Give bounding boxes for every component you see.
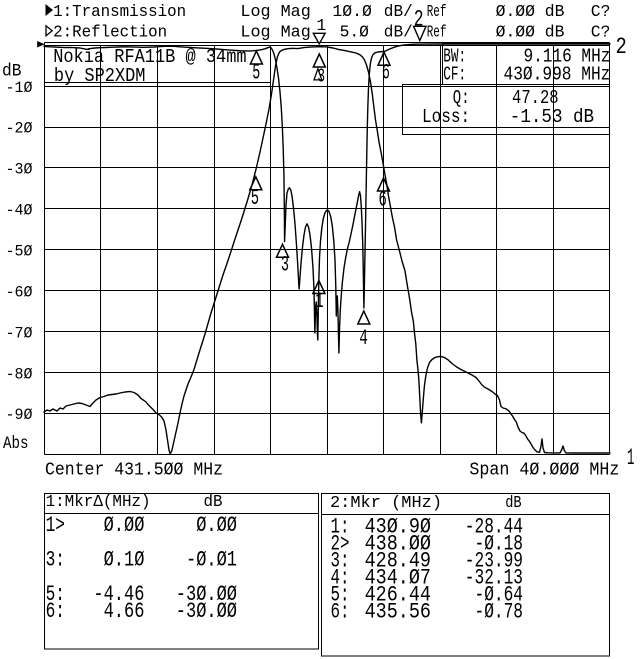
svg-text:Ø.ØØ: Ø.ØØ (496, 24, 535, 43)
svg-text:Ref: Ref (427, 24, 447, 43)
svg-text:dB/: dB/ (384, 3, 413, 22)
svg-text:438.ØØ: 438.ØØ (365, 532, 431, 557)
svg-text:dB: dB (505, 494, 521, 513)
svg-text:-Ø.64: -Ø.64 (475, 583, 524, 608)
svg-text:-6Ø: -6Ø (6, 283, 33, 301)
svg-text:Ø.ØØ: Ø.ØØ (104, 513, 145, 538)
svg-text:dB: dB (204, 493, 223, 512)
svg-text:4: 4 (359, 326, 368, 351)
svg-text:9.116 MHz: 9.116 MHz (524, 45, 611, 67)
svg-text:2:Mkr (MHz): 2:Mkr (MHz) (330, 494, 442, 513)
svg-text:-3Ø.ØØ: -3Ø.ØØ (176, 582, 237, 607)
svg-text:1: 1 (316, 16, 326, 35)
svg-text:47.28: 47.28 (512, 87, 559, 109)
svg-text:Q:: Q: (453, 87, 470, 109)
svg-text:-9Ø: -9Ø (6, 406, 33, 424)
svg-text:Center 431.5ØØ MHz: Center 431.5ØØ MHz (45, 459, 223, 480)
svg-text:-Ø.Ø1: -Ø.Ø1 (186, 548, 237, 573)
svg-text:-1Ø: -1Ø (6, 79, 33, 97)
svg-text:Ref: Ref (427, 3, 447, 22)
svg-text:1: 1 (627, 445, 634, 471)
svg-text:Nokia RFA11B @ 34mm: Nokia RFA11B @ 34mm (53, 46, 246, 68)
svg-text:Ø.1Ø: Ø.1Ø (104, 548, 145, 573)
svg-text:-4.46: -4.46 (93, 582, 144, 607)
svg-text:3: 3 (281, 252, 289, 277)
svg-text:-5Ø: -5Ø (6, 243, 33, 261)
svg-text:Abs: Abs (3, 434, 29, 454)
svg-text:-Ø.78: -Ø.78 (475, 600, 524, 625)
svg-text:C?: C? (591, 3, 611, 22)
svg-text:5.Ø: 5.Ø (340, 24, 369, 43)
svg-text:-7Ø: -7Ø (6, 324, 33, 342)
svg-text:428.49: 428.49 (365, 549, 431, 574)
svg-text:3:: 3: (331, 549, 350, 574)
svg-text:-Ø.18: -Ø.18 (475, 532, 524, 557)
svg-text:1Ø.Ø: 1Ø.Ø (332, 3, 372, 22)
svg-text:6: 6 (382, 61, 390, 86)
svg-text:-1.53 dB: -1.53 dB (510, 106, 594, 128)
svg-text:5: 5 (252, 61, 260, 86)
svg-text:5:: 5: (331, 583, 350, 608)
svg-text:2>: 2> (331, 532, 350, 557)
svg-text:1:: 1: (331, 515, 350, 540)
svg-text:1:MkrΔ(MHz): 1:MkrΔ(MHz) (46, 493, 151, 512)
svg-text:-28.44: -28.44 (465, 515, 523, 540)
svg-text:2: 2 (414, 7, 424, 33)
svg-text:by SP2XDM: by SP2XDM (54, 65, 146, 87)
svg-text:426.44: 426.44 (365, 583, 431, 608)
svg-text:dB: dB (2, 62, 22, 82)
svg-text:BW:: BW: (443, 45, 466, 67)
svg-text:6: 6 (379, 188, 387, 213)
svg-text:2: 2 (616, 34, 627, 60)
svg-text:Ø.ØØ: Ø.ØØ (496, 3, 535, 22)
svg-text:-3Ø.ØØ: -3Ø.ØØ (176, 599, 237, 624)
svg-text:-4Ø: -4Ø (6, 202, 33, 220)
svg-text:-2Ø: -2Ø (6, 120, 33, 138)
svg-text:Log Mag: Log Mag (240, 24, 310, 43)
svg-text:1: 1 (316, 289, 324, 314)
svg-text:dB: dB (545, 24, 565, 43)
svg-text:435.56: 435.56 (365, 600, 431, 625)
svg-text:5:: 5: (46, 582, 65, 607)
svg-text:-32.13: -32.13 (465, 566, 523, 591)
svg-text:Log Mag: Log Mag (240, 3, 310, 22)
svg-text:2:Reflection: 2:Reflection (53, 24, 167, 43)
svg-text:-3Ø: -3Ø (6, 161, 33, 179)
svg-text:Loss:: Loss: (422, 106, 470, 128)
svg-text:43Ø.998 MHz: 43Ø.998 MHz (504, 63, 611, 85)
svg-text:Ø.ØØ: Ø.ØØ (196, 513, 237, 538)
svg-text:1>: 1> (46, 513, 65, 538)
svg-text:434.Ø7: 434.Ø7 (365, 566, 431, 591)
svg-text:Span 4Ø.ØØØ MHz: Span 4Ø.ØØØ MHz (469, 459, 619, 480)
svg-text:dB: dB (545, 3, 565, 22)
svg-text:-23.99: -23.99 (465, 549, 523, 574)
svg-text:4.66: 4.66 (104, 599, 145, 624)
svg-text:6:: 6: (331, 600, 350, 625)
svg-text:3:: 3: (46, 548, 65, 573)
svg-text:43Ø.9Ø: 43Ø.9Ø (365, 515, 431, 540)
svg-text:C?: C? (591, 24, 611, 43)
svg-text:4:: 4: (331, 566, 350, 591)
svg-text:6:: 6: (46, 599, 65, 624)
svg-text:3: 3 (318, 65, 326, 87)
svg-text:CF:: CF: (443, 63, 466, 85)
svg-text:5: 5 (251, 186, 259, 211)
svg-text:1:Transmission: 1:Transmission (53, 3, 186, 22)
svg-text:-8Ø: -8Ø (6, 365, 33, 383)
svg-text:dB/: dB/ (384, 24, 413, 43)
